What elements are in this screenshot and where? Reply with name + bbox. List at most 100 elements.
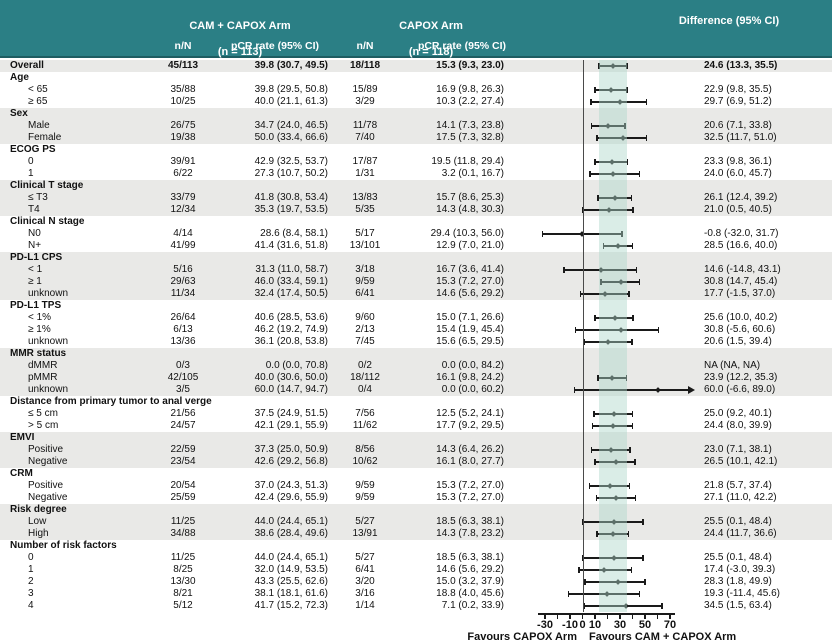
capox-n-over-N: 10/62 <box>352 456 378 467</box>
ci-lower-cap <box>584 579 586 585</box>
ci-upper-cap <box>629 447 631 453</box>
ci-upper-cap <box>628 291 630 297</box>
subgroup-label: Overall <box>10 60 44 71</box>
ci-lower-cap <box>583 603 586 609</box>
group-header-row: Clinical N stage <box>0 216 832 228</box>
table-body: Overall 45/113 39.8 (30.7, 49.5) 18/118 … <box>0 60 832 612</box>
forest-plot-cell <box>530 408 695 420</box>
difference-value: 30.8 (14.7, 45.4) <box>704 276 778 287</box>
capox-n-over-N: 8/56 <box>355 444 375 455</box>
cam-n-over-N: 12/34 <box>170 204 196 215</box>
subgroup-label: High <box>28 528 49 539</box>
point-estimate-marker <box>605 207 612 213</box>
forest-plot-cell <box>530 156 695 168</box>
axis-tick-label: 70 <box>663 619 677 631</box>
subgroup-label: ≤ T3 <box>28 192 48 203</box>
subgroup-label: unknown <box>28 288 69 299</box>
ci-upper-cap <box>631 243 634 249</box>
table-header: CAM + CAPOX Arm (n = 113) CAPOX Arm (n =… <box>0 0 832 58</box>
capox-n-over-N: 9/59 <box>355 276 375 287</box>
table-row: dMMR 0/3 0.0 (0.0, 70.8) 0/2 0.0 (0.0, 8… <box>0 360 832 372</box>
cam-n-over-N: 35/88 <box>170 84 196 95</box>
group-header-row: Sex <box>0 108 832 120</box>
capox-pcr-rate: 15.3 (9.3, 23.0) <box>436 60 504 71</box>
ci-upper-cap <box>630 567 633 573</box>
group-header-row: Risk degree <box>0 504 832 516</box>
ci-upper-cap <box>632 207 634 213</box>
subgroup-label: Negative <box>28 492 68 503</box>
subgroup-label: 1 <box>28 564 34 575</box>
ci-upper-cap <box>634 495 636 501</box>
cam-pcr-rate: 44.0 (24.4, 65.1) <box>254 552 328 563</box>
difference-value: 26.5 (10.1, 42.1) <box>704 456 778 467</box>
column-subheader-row: n/N pCR rate (95% CI) n/N pCR rate (95% … <box>0 36 832 56</box>
capox-n-over-N: 7/40 <box>355 132 375 143</box>
cam-n-over-N: 6/22 <box>173 168 193 179</box>
axis-tick <box>556 613 559 619</box>
axis-tick-label: -30 <box>537 619 553 631</box>
forest-plot-cell <box>530 360 695 372</box>
ci-lower-cap <box>594 159 596 165</box>
capox-n-over-N: 6/41 <box>355 288 375 299</box>
table-row: Male 26/75 34.7 (24.0, 46.5) 11/78 14.1 … <box>0 120 832 132</box>
capox-pcr-rate: 17.7 (9.2, 29.5) <box>436 420 504 431</box>
subgroup-label: < 1% <box>28 312 52 323</box>
cam-pcr-rate: 37.0 (24.3, 51.3) <box>254 480 328 491</box>
capox-pcr-rate: 10.3 (2.2, 27.4) <box>436 96 504 107</box>
cam-n-over-N: 41/99 <box>170 240 196 251</box>
difference-value: 25.6 (10.0, 40.2) <box>704 312 778 323</box>
ci-lower-cap <box>594 459 596 465</box>
cam-pcr-rate: 60.0 (14.7, 94.7) <box>254 384 328 395</box>
group-header-row: ECOG PS <box>0 144 832 156</box>
capox-n-over-N: 6/41 <box>355 564 375 575</box>
ci-upper-cap <box>621 231 623 237</box>
cam-n-over-N: 21/56 <box>170 408 196 419</box>
table-row: Positive 22/59 37.3 (25.0, 50.9) 8/56 14… <box>0 444 832 456</box>
cam-n-over-N: 34/88 <box>170 528 196 539</box>
ci-lower-cap <box>593 411 595 417</box>
point-estimate-marker <box>611 315 618 321</box>
group-header-row: Clinical T stage <box>0 180 832 192</box>
difference-value: 21.0 (0.5, 40.5) <box>704 204 772 215</box>
cam-n-over-N: 45/113 <box>167 60 199 71</box>
forest-plot-cell <box>530 576 695 588</box>
capox-pcr-rate: 15.6 (6.5, 29.5) <box>436 336 504 347</box>
subgroup-label: 0 <box>28 552 34 563</box>
ci-line <box>584 581 645 583</box>
cam-n-over-N: 8/25 <box>173 564 193 575</box>
forest-plot-cell <box>530 60 695 72</box>
table-row: 1 8/25 32.0 (14.9, 53.5) 6/41 14.6 (5.6,… <box>0 564 832 576</box>
capox-n-over-N: 13/101 <box>349 240 381 251</box>
capox-pcr-rate: 14.6 (5.6, 29.2) <box>436 288 504 299</box>
ci-lower-cap <box>581 519 584 525</box>
axis-tick-label: 30 <box>613 619 627 631</box>
difference-value: 30.8 (-5.6, 60.6) <box>704 324 776 335</box>
point-estimate-marker <box>615 243 621 249</box>
cam-n-over-N: 3/5 <box>176 384 190 395</box>
table-row: < 65 35/88 39.8 (29.5, 50.8) 15/89 16.9 … <box>0 84 832 96</box>
forest-plot-cell <box>530 372 695 384</box>
subgroup-label: N0 <box>28 228 41 239</box>
subgroup-label: Male <box>28 120 50 131</box>
forest-plot-cell <box>530 444 695 456</box>
capox-n-over-N: 11/78 <box>352 120 378 131</box>
table-row: ≥ 65 10/25 40.0 (21.1, 61.3) 3/29 10.3 (… <box>0 96 832 108</box>
difference-value: 24.6 (13.3, 35.5) <box>704 60 778 71</box>
cam-n-over-N: 42/105 <box>167 372 199 383</box>
subgroup-label: T4 <box>28 204 40 215</box>
difference-column-header: Difference (95% CI) <box>678 15 780 27</box>
cam-pcr-rate: 42.4 (29.6, 55.9) <box>254 492 328 503</box>
ci-lower-cap <box>579 291 582 297</box>
table-row: T4 12/34 35.3 (19.7, 53.5) 5/35 14.3 (4.… <box>0 204 832 216</box>
subgroup-label: Positive <box>28 480 64 491</box>
table-row: 0 39/91 42.9 (32.5, 53.7) 17/87 19.5 (11… <box>0 156 832 168</box>
cam-pcr-rate: 42.9 (32.5, 53.7) <box>254 156 328 167</box>
forest-plot-cell <box>530 384 695 396</box>
forest-plot-cell <box>530 228 695 240</box>
difference-value: 34.5 (1.5, 63.4) <box>704 600 772 611</box>
axis-tick <box>581 613 584 619</box>
point-estimate-marker <box>609 171 616 177</box>
arm2-header: CAPOX Arm (n = 118) <box>336 7 526 59</box>
group-label: PD-L1 TPS <box>10 300 62 311</box>
difference-value: 25.5 (0.1, 48.4) <box>704 516 772 527</box>
